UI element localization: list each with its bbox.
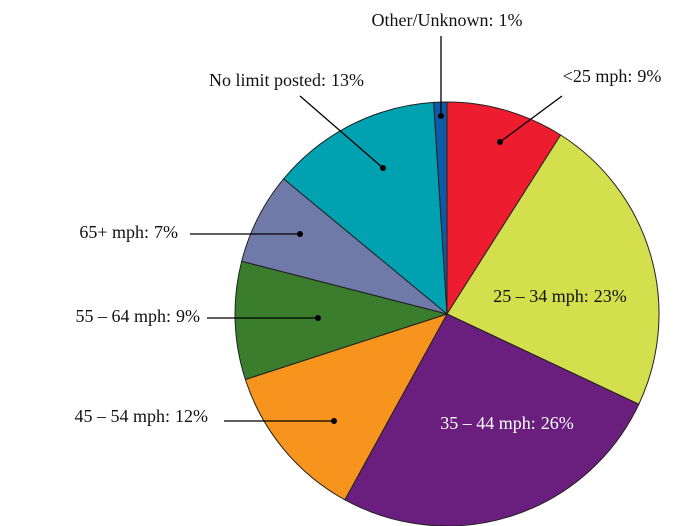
slice-label: No limit posted: 13% (209, 70, 364, 90)
leader-line (499, 95, 563, 143)
slice-value: 23% (594, 286, 627, 306)
slice-category: 65+ mph: (79, 222, 149, 242)
leader-line (299, 95, 384, 169)
slice-category: 45 – 54 mph: (74, 406, 170, 426)
pie-slice (433, 101, 448, 315)
slice-value: 12% (175, 406, 208, 426)
slice-label: Other/Unknown: 1% (372, 10, 523, 30)
leader-dot (331, 418, 337, 424)
slice-value: 9% (637, 66, 661, 86)
slice-value: 9% (176, 306, 200, 326)
slice-value: 13% (331, 70, 364, 90)
slice-value: 7% (154, 222, 178, 242)
slice-value: 26% (541, 413, 574, 433)
pie-slice (282, 101, 448, 316)
slice-category: 25 – 34 mph: (493, 286, 589, 306)
slice-category: <25 mph: (563, 66, 633, 86)
leader-dot (438, 113, 444, 119)
slice-label: <25 mph: 9% (563, 66, 662, 86)
slice-value: 1% (498, 10, 522, 30)
slice-label: 35 – 44 mph: 26% (440, 413, 574, 433)
slice-label: 55 – 64 mph: 9% (75, 306, 200, 326)
slice-category: 35 – 44 mph: (440, 413, 536, 433)
leader-dot (497, 139, 503, 145)
leader-dot (380, 165, 386, 171)
slice-category: 55 – 64 mph: (75, 306, 171, 326)
pie-slice (446, 101, 562, 316)
leader-dot (297, 231, 303, 237)
pie-slice (446, 134, 660, 405)
slice-label: 65+ mph: 7% (79, 222, 178, 242)
leader-dot (315, 315, 321, 321)
pie-slice (234, 260, 449, 381)
slice-label: 25 – 34 mph: 23% (493, 286, 627, 306)
slice-category: No limit posted: (209, 70, 326, 90)
slice-label: 45 – 54 mph: 12% (74, 406, 208, 426)
pie-slice (244, 313, 449, 501)
slice-category: Other/Unknown: (372, 10, 494, 30)
